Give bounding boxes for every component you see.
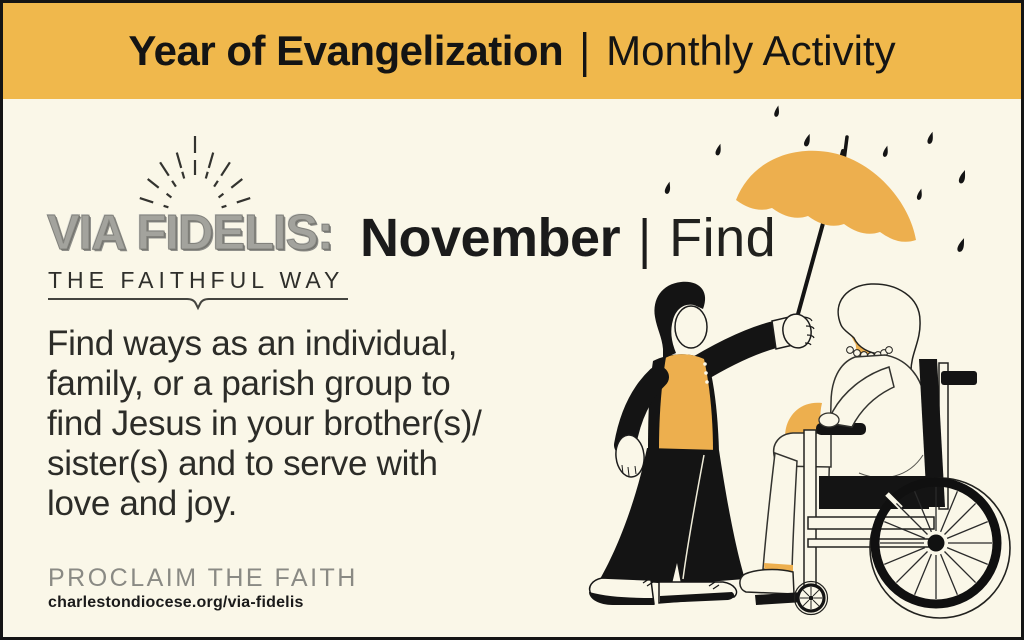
heading-separator: | xyxy=(638,208,652,270)
body-line: family, or a parish group to xyxy=(47,364,451,403)
website-url: charlestondiocese.org/via-fidelis xyxy=(48,594,304,611)
activity-description: Find ways as an individual, family, or a… xyxy=(47,324,482,524)
body-line: Find ways as an individual, xyxy=(47,324,458,363)
logo-underline xyxy=(48,298,348,311)
sunburst-rays-icon xyxy=(139,136,251,209)
wheelchair-icon xyxy=(739,359,1011,619)
body-line: sister(s) and to serve with xyxy=(47,444,438,483)
heading-month: November xyxy=(360,208,621,268)
top-banner: Year of Evangelization | Monthly Activit… xyxy=(3,3,1021,99)
logo-tagline: THE FAITHFUL WAY xyxy=(48,267,345,293)
body-line: love and joy. xyxy=(47,484,238,523)
month-heading: November | Find xyxy=(360,207,777,270)
man-figure xyxy=(588,281,815,605)
pearl-necklace xyxy=(846,346,893,360)
banner-separator: | xyxy=(579,23,591,78)
logo-brand: VIA FIDELIS: xyxy=(47,206,335,260)
banner-title-primary: Year of Evangelization xyxy=(128,27,564,74)
banner-title-secondary: Monthly Activity xyxy=(606,27,896,74)
body-line: find Jesus in your brother(s)/ xyxy=(47,404,482,443)
woman-figure xyxy=(828,283,929,479)
campaign-tagline: PROCLAIM THE FAITH xyxy=(48,564,358,592)
heading-theme: Find xyxy=(669,208,777,268)
